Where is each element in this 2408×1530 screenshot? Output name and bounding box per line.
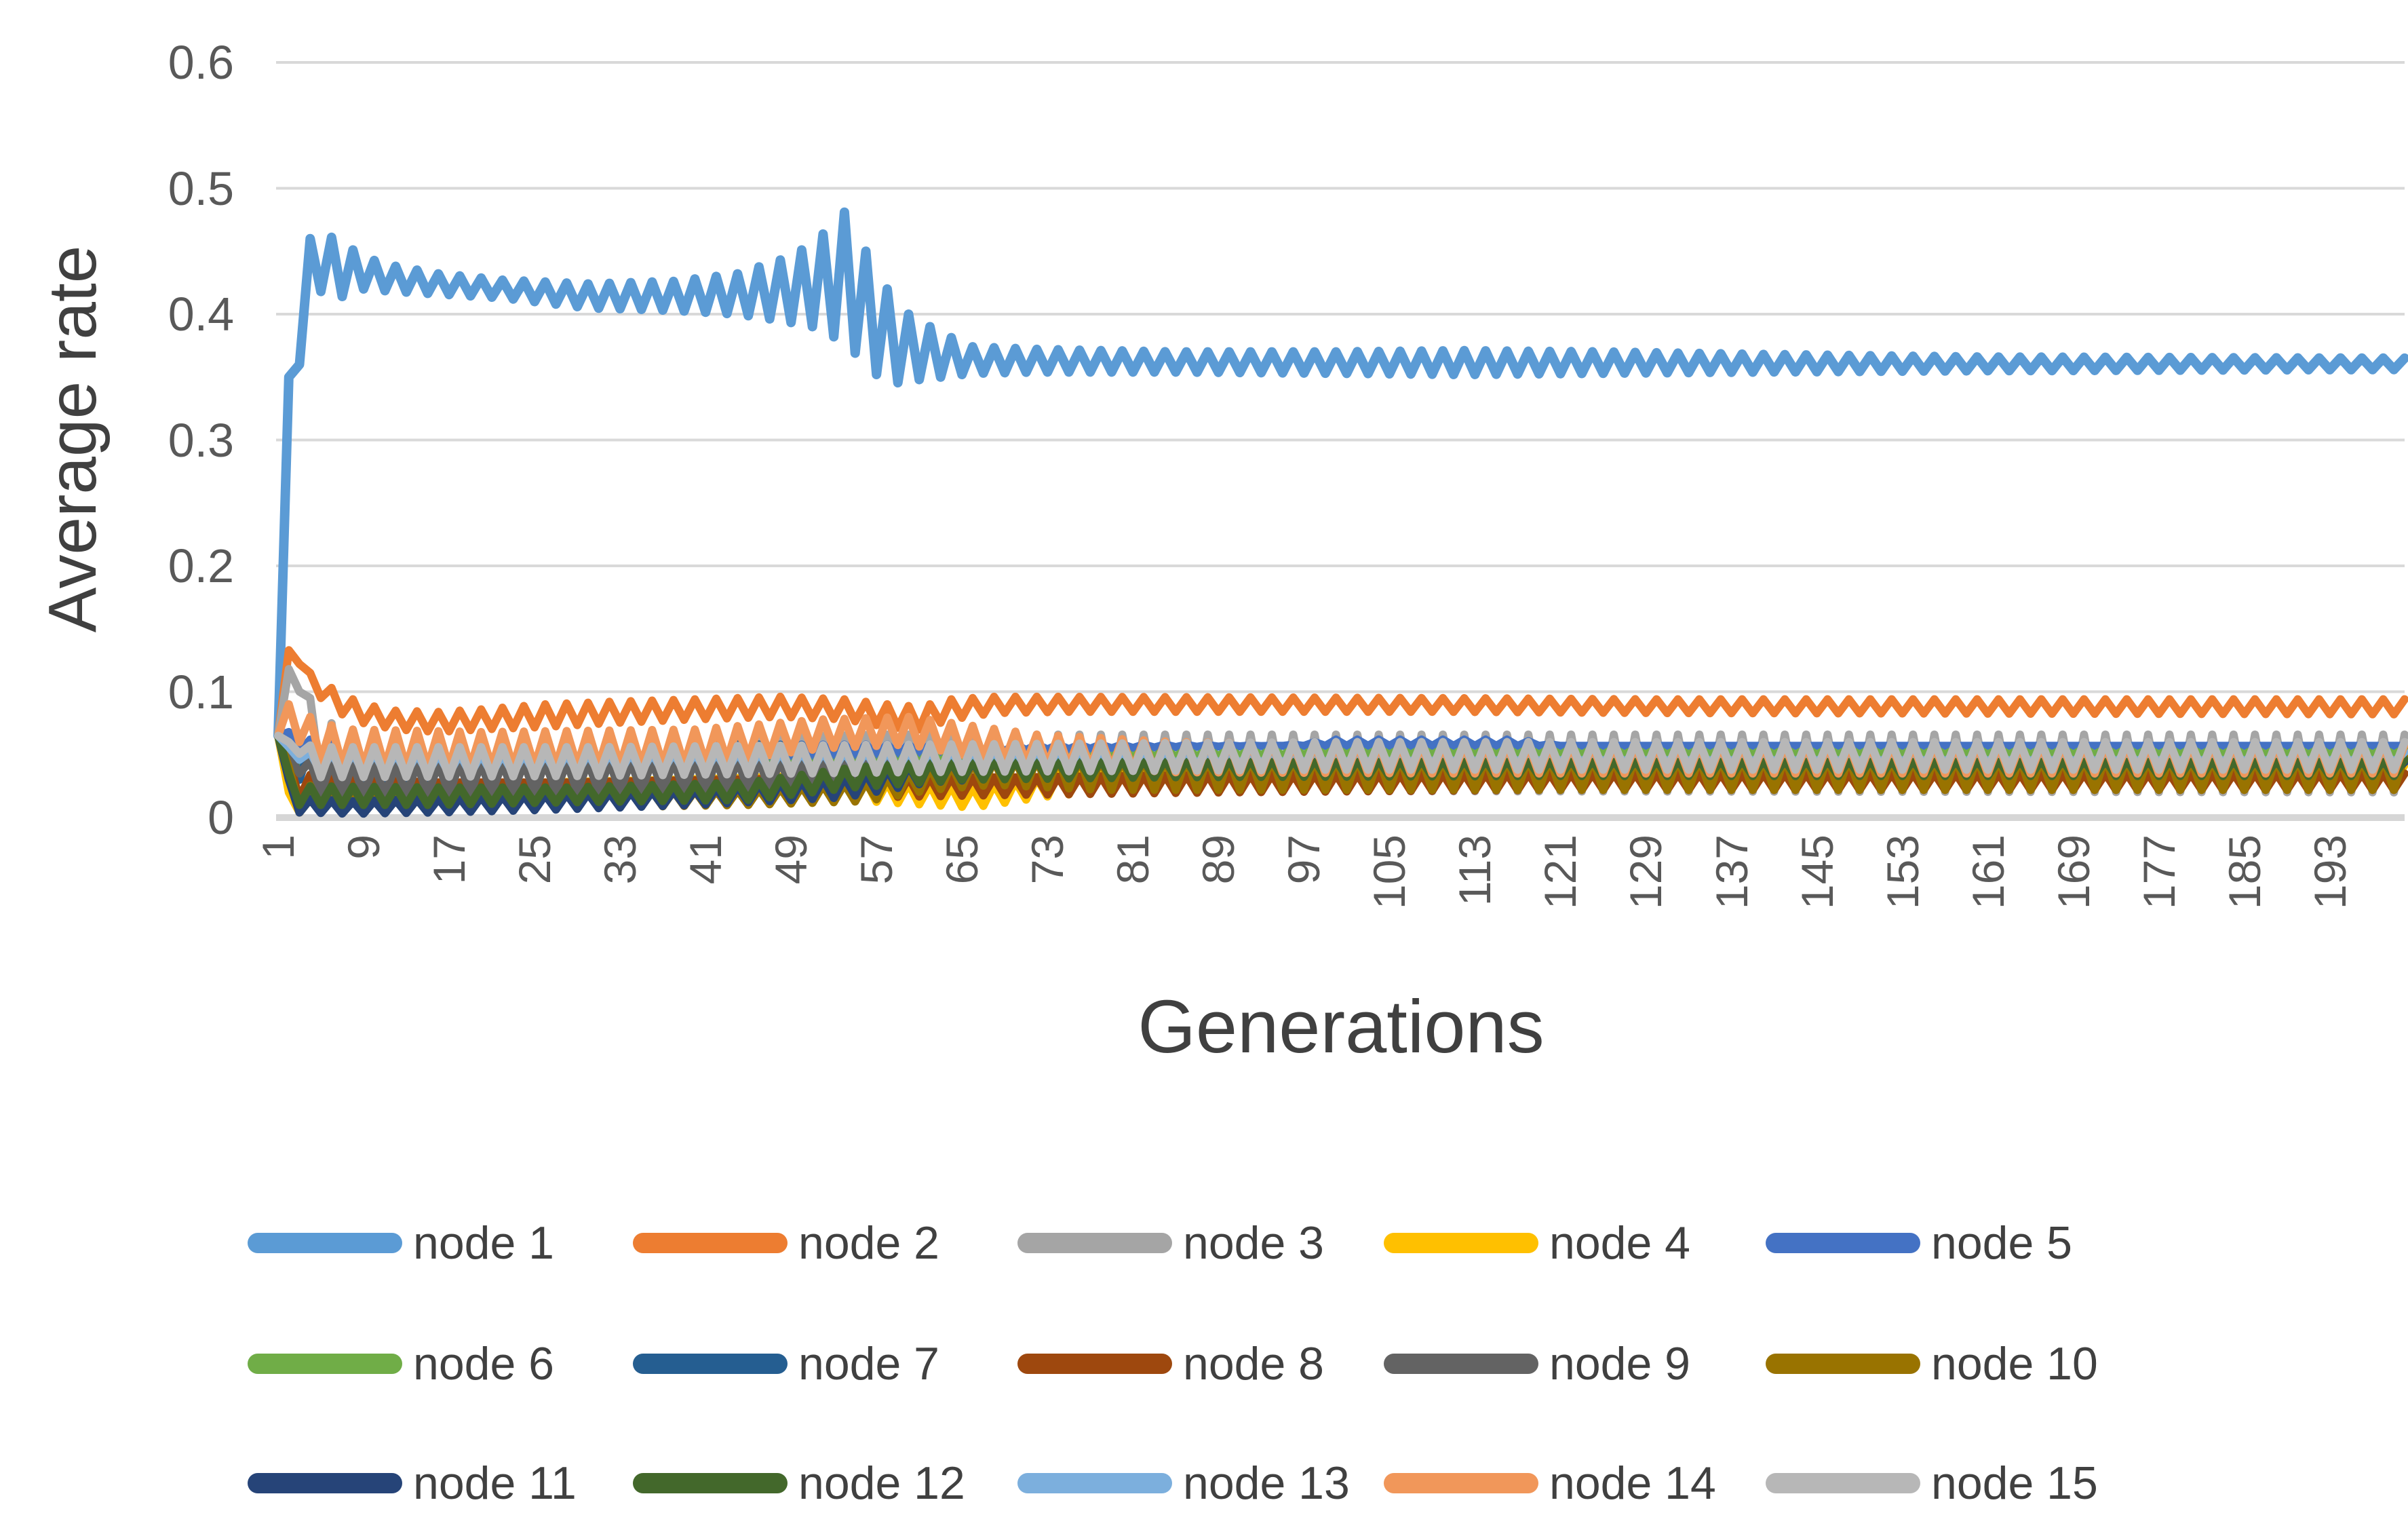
legend-label: node 14 bbox=[1549, 1457, 1716, 1509]
series-line-node-15 bbox=[274, 731, 2408, 782]
legend-label: node 10 bbox=[1931, 1338, 2098, 1390]
x-tick-label-1: 1 bbox=[253, 835, 303, 860]
legend-label: node 1 bbox=[413, 1217, 554, 1269]
x-tick-label-177: 177 bbox=[2133, 835, 2184, 910]
y-tick-label-0.5: 0.5 bbox=[168, 161, 234, 215]
x-tick-label-41: 41 bbox=[680, 835, 731, 885]
y-tick-label-0.4: 0.4 bbox=[168, 288, 234, 341]
legend-label: node 13 bbox=[1183, 1457, 1350, 1509]
y-tick-label-0.1: 0.1 bbox=[168, 665, 234, 719]
x-tick-label-65: 65 bbox=[937, 835, 988, 885]
legend-label: node 8 bbox=[1183, 1338, 1324, 1390]
x-tick-label-137: 137 bbox=[1706, 835, 1757, 910]
legend-swatch-node-2 bbox=[633, 1233, 788, 1253]
legend-item-node-10: node 10 bbox=[1766, 1333, 2098, 1394]
legend-item-node-7: node 7 bbox=[633, 1333, 939, 1394]
legend-swatch-node-10 bbox=[1766, 1354, 1920, 1374]
x-tick-label-25: 25 bbox=[509, 835, 560, 885]
x-tick-label-113: 113 bbox=[1450, 835, 1500, 906]
x-tick-label-17: 17 bbox=[424, 835, 475, 885]
legend-item-node-5: node 5 bbox=[1766, 1212, 2072, 1274]
y-tick-label-0.3: 0.3 bbox=[168, 413, 234, 467]
x-tick-label-145: 145 bbox=[1791, 835, 1842, 910]
x-tick-label-81: 81 bbox=[1108, 835, 1159, 885]
legend-swatch-node-11 bbox=[248, 1473, 402, 1493]
legend-swatch-node-9 bbox=[1384, 1354, 1538, 1374]
legend-item-node-6: node 6 bbox=[248, 1333, 554, 1394]
y-tick-label-0.6: 0.6 bbox=[168, 36, 234, 89]
legend-label: node 5 bbox=[1931, 1217, 2072, 1269]
legend-label: node 3 bbox=[1183, 1217, 1324, 1269]
legend-swatch-node-4 bbox=[1384, 1233, 1538, 1253]
legend-item-node-14: node 14 bbox=[1384, 1453, 1716, 1514]
y-tick-label-0: 0 bbox=[208, 791, 234, 844]
x-tick-label-9: 9 bbox=[338, 835, 389, 860]
legend-item-node-4: node 4 bbox=[1384, 1212, 1690, 1274]
legend-swatch-node-12 bbox=[633, 1473, 788, 1493]
legend-swatch-node-8 bbox=[1017, 1354, 1172, 1374]
x-tick-label-89: 89 bbox=[1193, 835, 1244, 885]
x-tick-label-49: 49 bbox=[766, 835, 817, 885]
legend-swatch-node-13 bbox=[1017, 1473, 1172, 1493]
legend-item-node-3: node 3 bbox=[1017, 1212, 1324, 1274]
x-tick-label-129: 129 bbox=[1620, 835, 1671, 910]
x-tick-label-185: 185 bbox=[2219, 835, 2270, 910]
x-tick-label-161: 161 bbox=[1962, 835, 2013, 910]
x-tick-label-33: 33 bbox=[595, 835, 646, 885]
y-axis-title: Average rate bbox=[35, 245, 111, 633]
legend-swatch-node-3 bbox=[1017, 1233, 1172, 1253]
legend-swatch-node-1 bbox=[248, 1233, 402, 1253]
legend-item-node-11: node 11 bbox=[248, 1453, 577, 1514]
x-tick-label-105: 105 bbox=[1364, 835, 1415, 910]
y-tick-label-0.2: 0.2 bbox=[168, 539, 234, 592]
legend-item-node-2: node 2 bbox=[633, 1212, 939, 1274]
legend-item-node-8: node 8 bbox=[1017, 1333, 1324, 1394]
legend-label: node 15 bbox=[1931, 1457, 2098, 1509]
legend-swatch-node-5 bbox=[1766, 1233, 1920, 1253]
x-tick-label-97: 97 bbox=[1279, 835, 1329, 885]
x-tick-label-57: 57 bbox=[851, 835, 902, 885]
x-axis-title: Generations bbox=[1138, 985, 1545, 1069]
series-line-node-1 bbox=[273, 207, 2408, 741]
legend-label: node 12 bbox=[798, 1457, 965, 1509]
x-tick-label-121: 121 bbox=[1535, 835, 1586, 910]
legend-swatch-node-15 bbox=[1766, 1473, 1920, 1493]
legend-label: node 7 bbox=[798, 1338, 939, 1390]
legend-label: node 9 bbox=[1549, 1338, 1690, 1390]
legend-label: node 6 bbox=[413, 1338, 554, 1390]
legend-item-node-15: node 15 bbox=[1766, 1453, 2098, 1514]
legend-swatch-node-14 bbox=[1384, 1473, 1538, 1493]
legend-label: node 2 bbox=[798, 1217, 939, 1269]
x-tick-label-73: 73 bbox=[1022, 835, 1073, 885]
legend-item-node-9: node 9 bbox=[1384, 1333, 1690, 1394]
legend-item-node-13: node 13 bbox=[1017, 1453, 1350, 1514]
legend-item-node-12: node 12 bbox=[633, 1453, 965, 1514]
legend-item-node-1: node 1 bbox=[248, 1212, 554, 1274]
legend-label: node 11 bbox=[413, 1457, 577, 1509]
x-tick-label-193: 193 bbox=[2304, 835, 2355, 910]
legend-label: node 4 bbox=[1549, 1217, 1690, 1269]
legend-swatch-node-7 bbox=[633, 1354, 788, 1374]
x-tick-label-153: 153 bbox=[1877, 835, 1928, 910]
series-line-node-2 bbox=[274, 646, 2408, 740]
legend-swatch-node-6 bbox=[248, 1354, 402, 1374]
x-tick-label-169: 169 bbox=[2048, 835, 2099, 910]
